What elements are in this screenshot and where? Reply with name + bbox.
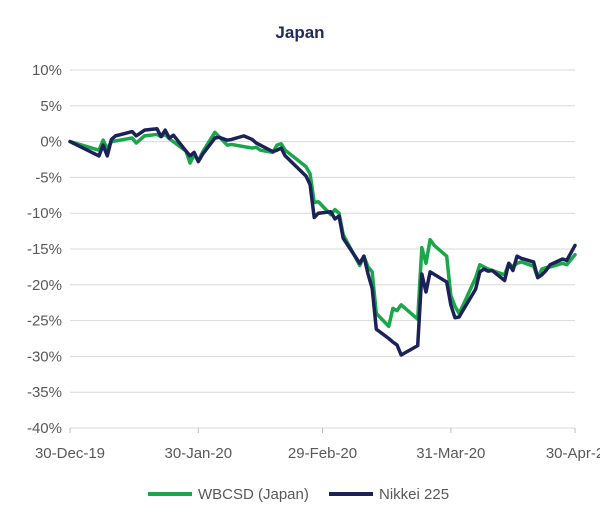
y-tick-label: -40%	[27, 420, 62, 437]
x-tick-label: 31-Mar-20	[416, 445, 485, 462]
x-axis-tick-labels: 30-Dec-19 30-Jan-20 29-Feb-20 31-Mar-20 30-A…	[35, 428, 600, 462]
gridlines	[70, 69, 575, 429]
y-tick-label: -30%	[27, 348, 62, 365]
y-tick-label: -10%	[27, 205, 62, 222]
x-tick-label: 30-Apr-2	[546, 445, 600, 462]
chart-title: Japan	[275, 23, 324, 42]
y-tick-label: 10%	[32, 62, 62, 79]
y-tick-label: -35%	[27, 384, 62, 401]
y-tick-label: -5%	[35, 169, 62, 186]
series-line-wbcsd-japan	[68, 130, 577, 329]
series-lines	[68, 126, 577, 357]
series-line-nikkei-225	[68, 126, 577, 357]
legend-label: Nikkei 225	[379, 486, 449, 503]
y-axis-tick-labels: 10% 5% 0% -5% -10% -15% -20% -25% -30% -35% -40%	[27, 62, 62, 437]
y-tick-label: 0%	[40, 134, 62, 151]
y-tick-label: -15%	[27, 241, 62, 258]
legend-label: WBCSD (Japan)	[198, 486, 309, 503]
y-tick-label: 5%	[40, 98, 62, 115]
x-tick-label: 30-Jan-20	[165, 445, 233, 462]
legend: WBCSD (Japan) Nikkei 225	[148, 486, 449, 503]
x-tick-label: 29-Feb-20	[288, 445, 357, 462]
y-tick-label: -20%	[27, 277, 62, 294]
x-tick-label: 30-Dec-19	[35, 445, 105, 462]
y-tick-label: -25%	[27, 313, 62, 330]
